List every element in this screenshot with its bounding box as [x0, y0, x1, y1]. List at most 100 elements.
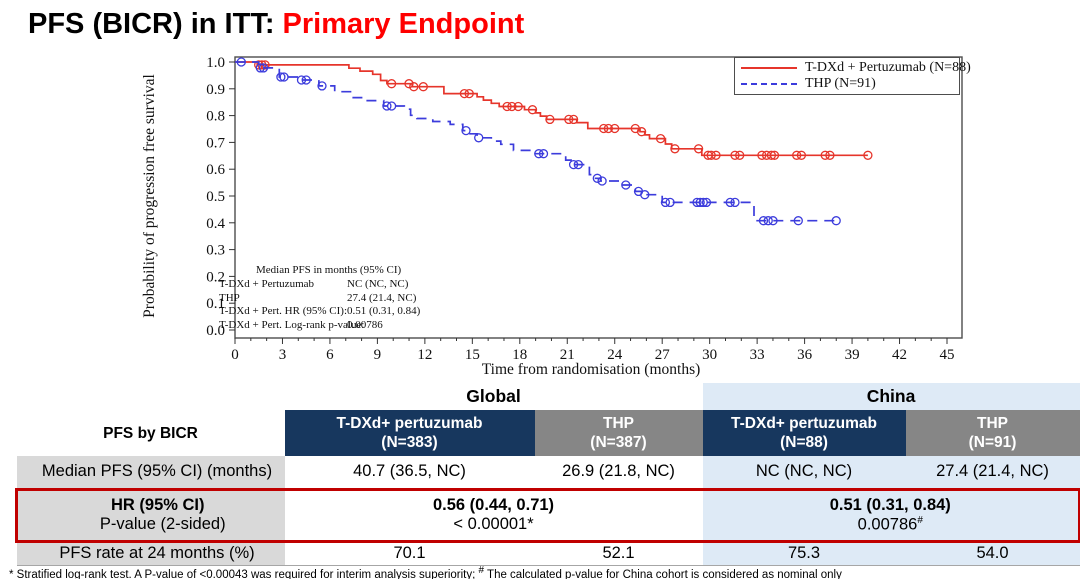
table-row-median: Median PFS (95% CI) (months) 40.7 (36.5,…	[16, 456, 1080, 489]
censor-mark-1	[621, 180, 631, 190]
censor-mark-1	[236, 57, 246, 67]
col-header-line2: (N=383)	[381, 434, 438, 451]
censor-mark-1	[793, 216, 803, 226]
x-tick-label: 24	[607, 347, 623, 363]
hr-global-value: 0.56 (0.44, 0.71)	[432, 496, 555, 514]
x-tick-label: 21	[560, 347, 575, 363]
km-curve-0	[235, 61, 868, 157]
x-tick-label: 12	[417, 347, 432, 363]
x-tick-label: 45	[940, 347, 955, 363]
censor-mark-1	[597, 176, 607, 186]
censor-mark-0	[693, 144, 704, 154]
results-table: Global China PFS by BICR T-DXd+ pertuzum…	[15, 383, 1080, 566]
x-tick-label: 6	[326, 347, 334, 363]
censor-mark-1	[317, 81, 327, 91]
censor-mark-1	[831, 216, 841, 226]
col-header-line2: (N=88)	[780, 434, 828, 451]
censor-mark-0	[730, 150, 740, 160]
pvalue-china-number: 0.00786	[857, 515, 918, 534]
censor-mark-1	[386, 101, 397, 111]
median-global-tdxd: 40.7 (36.5, NC)	[353, 462, 466, 481]
censor-mark-1	[692, 197, 702, 208]
footnote-part1: * Stratified log-rank test. A P-value of…	[9, 568, 479, 579]
annotation-label: T-DXd + Pertuzumab	[219, 277, 315, 290]
legend-item-thp: THP (N=91)	[741, 76, 953, 92]
censor-mark-0	[655, 133, 666, 144]
annotation-header: Median PFS in months (95% CI)	[256, 264, 402, 276]
censor-mark-1	[592, 173, 602, 183]
hr-label-line1: HR (95% CI)	[110, 496, 205, 514]
censor-mark-0	[820, 150, 830, 160]
row-label-hr: HR (95% CI) P-value (2-sided)	[15, 487, 285, 543]
censor-mark-0	[564, 114, 574, 125]
page-title-highlight: Primary Endpoint	[282, 8, 525, 40]
censor-mark-0	[636, 127, 647, 137]
censor-mark-1	[279, 72, 289, 82]
y-tick-label: 0.3	[206, 243, 225, 259]
legend-box: T-DXd + Pertuzumab (N=88) THP (N=91)	[734, 57, 971, 95]
censor-mark-1	[730, 197, 740, 208]
col-header-line1: THP	[977, 415, 1009, 432]
y-tick-label: 0.9	[206, 82, 225, 98]
censor-mark-1	[701, 197, 712, 208]
group-header-china: China	[702, 383, 1080, 410]
row-label-pfs24: PFS rate at 24 months (%)	[16, 541, 285, 566]
censor-mark-0	[568, 114, 579, 125]
annotation-value: 27.4 (21.4, NC)	[347, 291, 417, 304]
annotation-label: T-DXd + Pert. HR (95% CI):	[219, 305, 348, 318]
col-header-line1: T-DXd+ pertuzumab	[731, 415, 877, 432]
hr-china-cell: 0.51 (0.31, 0.84) 0.00786#	[702, 487, 1080, 543]
censor-mark-1	[474, 133, 484, 143]
censor-mark-1	[725, 197, 735, 208]
x-tick-label: 3	[279, 347, 287, 363]
censor-mark-0	[796, 150, 807, 160]
x-axis-title: Time from randomisation (months)	[481, 361, 701, 378]
censor-mark-1	[296, 75, 307, 85]
pvalue-global: < 0.00001*	[453, 515, 534, 533]
group-header-global: Global	[466, 386, 521, 406]
pvalue-china-sup: #	[917, 514, 923, 526]
footnote: * Stratified log-rank test. A P-value of…	[9, 565, 1077, 579]
annotation-box: Median PFS in months (95% CI) T-DXd + Pe…	[219, 264, 420, 333]
censor-mark-0	[757, 150, 767, 160]
page-title-main: PFS (BICR) in ITT:	[28, 8, 275, 40]
col-header-china-thp: THP (N=91)	[905, 410, 1080, 456]
table-corner-label: PFS by BICR	[16, 410, 285, 456]
legend-label-thp: THP (N=91)	[805, 76, 876, 91]
censor-mark-0	[599, 123, 609, 134]
row-label-median: Median PFS (95% CI) (months)	[16, 456, 285, 489]
x-tick-label: 9	[374, 347, 382, 363]
y-axis-title: Probability of progression free survival	[141, 74, 158, 318]
censor-mark-1	[301, 75, 311, 85]
hr-china-value: 0.51 (0.31, 0.84)	[829, 495, 951, 514]
censor-mark-1	[763, 216, 773, 226]
footnote-sup: #	[478, 565, 485, 576]
censor-mark-0	[459, 88, 470, 99]
censor-mark-1	[660, 197, 671, 208]
censor-mark-1	[568, 159, 579, 170]
annotation-label: THP	[219, 291, 240, 304]
x-tick-label: 15	[465, 347, 480, 363]
pvalue-china: 0.00786#	[703, 515, 1079, 535]
censor-mark-0	[545, 114, 555, 125]
x-tick-label: 36	[797, 347, 813, 363]
page-title: PFS (BICR) in ITT: Primary Endpoint	[28, 8, 524, 41]
x-tick-label: 30	[702, 347, 717, 363]
y-tick-label: 0.4	[206, 216, 225, 232]
censor-mark-0	[735, 150, 745, 160]
y-tick-label: 0.0	[206, 323, 225, 339]
censor-mark-0	[670, 144, 680, 154]
y-tick-label: 0.8	[206, 109, 225, 125]
annotation-row-tdxd: T-DXd + Pertuzumab NC (NC, NC)	[219, 277, 408, 292]
censor-mark-1	[258, 63, 269, 73]
hr-global-cell: 0.56 (0.44, 0.71) < 0.00001*	[284, 487, 703, 543]
censor-mark-1	[538, 149, 549, 159]
pfs24-china-tdxd: 75.3	[702, 541, 906, 566]
col-header-line2: (N=387)	[590, 434, 647, 451]
censor-mark-0	[711, 150, 721, 160]
censor-mark-0	[502, 101, 512, 112]
y-tick-label: 0.6	[206, 162, 225, 178]
pfs24-global-tdxd: 70.1	[284, 541, 535, 566]
annotation-value: 0.00786	[347, 319, 383, 332]
col-header-line2: (N=91)	[968, 434, 1017, 451]
